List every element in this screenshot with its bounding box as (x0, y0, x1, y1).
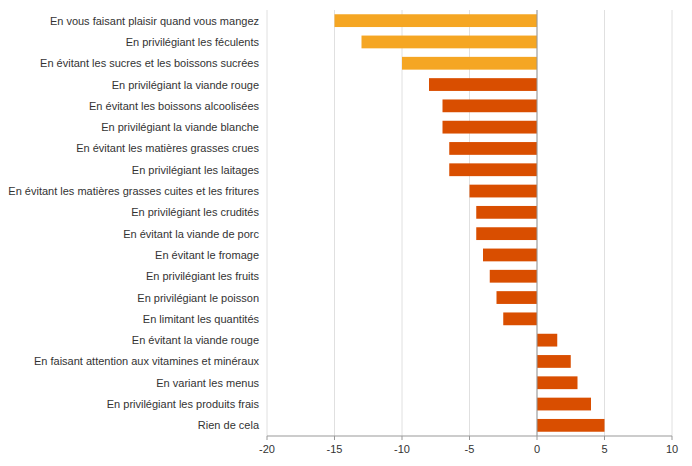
tick-label: -5 (465, 443, 475, 455)
zero-line (537, 10, 538, 436)
tick-label: 0 (534, 443, 540, 455)
category-label: Rien de cela (198, 419, 260, 431)
bar (537, 376, 578, 389)
category-label: En privilégiant la viande rouge (112, 79, 259, 91)
category-label: En évitant les sucres et les boissons su… (40, 57, 259, 69)
grid-line (672, 10, 673, 436)
bar (429, 78, 537, 91)
grid-line (334, 10, 335, 436)
category-label: En privilégiant la viande blanche (101, 121, 259, 133)
bar (449, 142, 537, 155)
tick-label: -20 (259, 443, 275, 455)
category-label: En privilégiant les fruits (146, 270, 260, 282)
bar (537, 398, 591, 411)
tick-label: -10 (394, 443, 410, 455)
category-label: En évitant la viande de porc (123, 228, 259, 240)
grid-line (267, 10, 268, 436)
bar (497, 291, 538, 304)
tick (672, 436, 673, 440)
bars (335, 14, 605, 431)
tick-label: -15 (327, 443, 343, 455)
category-label: En privilégiant les crudités (131, 206, 259, 218)
grid-line (402, 10, 403, 436)
bar (443, 121, 538, 134)
category-label: En privilégiant les féculents (126, 36, 260, 48)
tick (537, 436, 538, 440)
category-label: En privilégiant les produits frais (107, 398, 260, 410)
bar (402, 57, 537, 70)
bar (537, 334, 557, 347)
tick (469, 436, 470, 440)
category-label: En variant les menus (156, 377, 259, 389)
bar (476, 206, 537, 219)
tick (604, 436, 605, 440)
category-label: En faisant attention aux vitamines et mi… (34, 355, 260, 367)
category-label: En évitant les matières grasses cuites e… (8, 185, 259, 197)
grid (267, 10, 672, 436)
x-axis: -20 -15 -10 -5 0 5 10 (259, 10, 678, 455)
category-label: En vous faisant plaisir quand vous mange… (50, 15, 259, 27)
bar (537, 419, 605, 432)
bar (335, 14, 538, 27)
category-label: En évitant les boissons alcoolisées (89, 100, 259, 112)
grid-line (469, 10, 470, 436)
bar (537, 355, 571, 368)
category-labels: En vous faisant plaisir quand vous mange… (8, 15, 260, 432)
bar (503, 312, 537, 325)
bar (483, 249, 537, 262)
category-label: En privilégiant le poisson (137, 292, 259, 304)
bar (449, 163, 537, 176)
tick (402, 436, 403, 440)
bar (470, 185, 538, 198)
tick-label: 10 (666, 443, 678, 455)
grid-line (537, 10, 538, 436)
bar (490, 270, 537, 283)
chart: En vous faisant plaisir quand vous mange… (0, 0, 692, 466)
bar (362, 36, 538, 49)
tick (334, 436, 335, 440)
tick (267, 436, 268, 440)
category-label: En évitant le fromage (155, 249, 259, 261)
bar (476, 227, 537, 240)
category-label: En évitant les matières grasses crues (76, 142, 259, 154)
bar (443, 99, 538, 112)
category-label: En privilégiant les laitages (132, 164, 260, 176)
tick-label: 5 (601, 443, 607, 455)
category-label: En limitant les quantités (143, 313, 260, 325)
category-label: En évitant la viande rouge (132, 334, 259, 346)
grid-line (604, 10, 605, 436)
